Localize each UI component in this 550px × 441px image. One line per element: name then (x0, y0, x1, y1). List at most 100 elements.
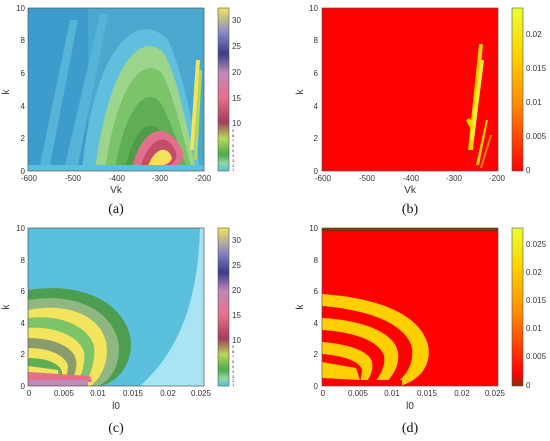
colorbar-tick-label: 5 (232, 148, 235, 153)
panel-b-caption: (b) (402, 202, 419, 217)
y-tick-label: 0 (314, 167, 319, 176)
colorbar-tick-label: 20 (232, 68, 241, 77)
x-tick-label: -600 (315, 174, 332, 183)
colorbar-tick-label: 25 (232, 42, 241, 51)
colorbar-tick-label: 30 (232, 236, 241, 245)
panel-c-xlabel: l0 (112, 401, 120, 412)
panel-c-x-ticks: 0 0.005 0.01 0.015 0.02 0.025 (27, 389, 212, 398)
colorbar-tick-label: 3 (232, 158, 235, 163)
y-tick-label: 0 (314, 382, 319, 391)
panel-d-heatmap (322, 228, 498, 386)
colorbar-tick-label: 15 (232, 311, 241, 320)
colorbar-tick-label: 0.01 (526, 324, 542, 333)
x-tick-label: 0.015 (417, 389, 438, 398)
y-tick-label: 2 (21, 134, 26, 143)
panel-a-y-ticks: 0 2 4 6 8 10 (16, 4, 25, 176)
x-tick-label: 0.02 (160, 389, 176, 398)
x-tick-label: 0.005 (348, 389, 369, 398)
y-tick-label: 10 (309, 224, 318, 233)
colorbar-tick-label: 9 (232, 128, 235, 133)
y-tick-label: 4 (21, 319, 26, 328)
x-tick-label: -300 (152, 174, 169, 183)
colorbar-tick-label: 4 (232, 369, 235, 374)
y-tick-label: 8 (314, 36, 319, 45)
x-tick-label: 0.025 (485, 389, 506, 398)
colorbar-tick-label: 15 (232, 94, 241, 103)
colorbar-tick-label: 0 (526, 381, 531, 390)
panel-d-y-ticks: 0 2 4 6 8 10 (309, 224, 318, 391)
x-tick-label: -400 (403, 174, 420, 183)
y-tick-label: 4 (314, 102, 319, 111)
x-tick-label: 0.005 (54, 389, 75, 398)
panel-a: 0 2 4 6 8 10 -600 -500 -400 -300 -200 Vk… (1, 4, 241, 217)
panel-a-colorbar: 30 25 20 15 10 9 8 7 6 5 4 3 2 1 (217, 7, 241, 172)
panel-b-y-ticks: 0 2 4 6 8 10 (309, 4, 318, 176)
x-tick-label: -200 (489, 174, 506, 183)
panel-d-colorbar: 0.025 0.02 0.015 0.01 0.005 0 (511, 227, 547, 390)
colorbar-tick-label: 20 (232, 286, 241, 295)
colorbar-tick-label: 8 (232, 133, 235, 138)
colorbar-tick-label: 0.005 (526, 352, 547, 361)
colorbar-tick-label: 7 (232, 138, 235, 143)
x-tick-label: 0.01 (384, 389, 400, 398)
colorbar-tick-label: 6 (232, 143, 235, 148)
colorbar-tick-label: 8 (232, 349, 235, 354)
colorbar-tick-label: 0.025 (526, 240, 547, 249)
panel-d-x-ticks: 0 0.005 0.01 0.015 0.02 0.025 (321, 389, 506, 398)
colorbar-tick-label: 0.01 (526, 98, 542, 107)
x-tick-label: -500 (65, 174, 82, 183)
panel-c: 0 2 4 6 8 10 0 0.005 0.01 0.015 0.02 0.0… (1, 224, 241, 436)
panel-a-x-ticks: -600 -500 -400 -300 -200 (21, 174, 212, 183)
panel-c-caption: (c) (108, 421, 124, 436)
panel-d: 0 2 4 6 8 10 0 0.005 0.01 0.015 0.02 0.0… (295, 224, 547, 436)
y-tick-label: 6 (314, 69, 319, 78)
y-tick-label: 10 (309, 4, 318, 13)
y-tick-label: 8 (314, 256, 319, 265)
panel-d-ylabel: k (295, 304, 306, 310)
colorbar-tick-label: 10 (232, 336, 241, 345)
colorbar-tick-label: 7 (232, 354, 235, 359)
colorbar-tick-label: 0.015 (526, 296, 547, 305)
y-tick-label: 10 (16, 4, 25, 13)
colorbar-tick-label: 2 (232, 163, 235, 168)
panel-a-ylabel: k (1, 89, 12, 95)
colorbar-tick-label: 9 (232, 344, 235, 349)
y-tick-label: 10 (16, 224, 25, 233)
colorbar-tick-label: 10 (232, 119, 241, 128)
x-tick-label: 0.025 (191, 389, 212, 398)
colorbar-tick-label: 0.015 (526, 64, 547, 73)
colorbar-tick-label: 3 (232, 374, 235, 379)
colorbar-tick-label: 0 (526, 166, 531, 175)
y-tick-label: 0 (21, 167, 26, 176)
y-tick-label: 2 (21, 350, 26, 359)
panel-d-caption: (d) (402, 421, 419, 436)
y-tick-label: 0 (21, 382, 26, 391)
panel-b-colorbar: 0.02 0.015 0.01 0.005 0 (511, 7, 547, 175)
y-tick-label: 6 (314, 287, 319, 296)
x-tick-label: -400 (109, 174, 126, 183)
panel-d-xlabel: l0 (406, 401, 414, 412)
x-tick-label: 0 (27, 389, 32, 398)
x-tick-label: 0.015 (123, 389, 144, 398)
panel-a-heatmap (28, 8, 204, 171)
colorbar-tick-label: 1 (232, 382, 235, 387)
y-tick-label: 2 (314, 350, 319, 359)
x-tick-label: -200 (195, 174, 212, 183)
colorbar-tick-label: 4 (232, 153, 235, 158)
colorbar-tick-label: 0.02 (526, 268, 542, 277)
x-tick-label: 0.02 (454, 389, 470, 398)
colorbar-tick-label: 6 (232, 359, 235, 364)
colorbar-tick-label: 30 (232, 16, 241, 25)
panel-c-heatmap (28, 228, 204, 386)
panel-b-x-ticks: -600 -500 -400 -300 -200 (315, 174, 506, 183)
colorbar-tick-label: 0.005 (526, 132, 547, 141)
x-tick-label: -500 (359, 174, 376, 183)
colorbar-tick-label: 0.02 (526, 30, 542, 39)
panel-a-xlabel: Vk (110, 185, 123, 196)
colorbar-tick-label: 2 (232, 378, 235, 383)
x-tick-label: -300 (446, 174, 463, 183)
panel-b-heatmap (322, 8, 498, 171)
panel-b-xlabel: Vk (404, 185, 417, 196)
panel-a-caption: (a) (108, 202, 124, 217)
